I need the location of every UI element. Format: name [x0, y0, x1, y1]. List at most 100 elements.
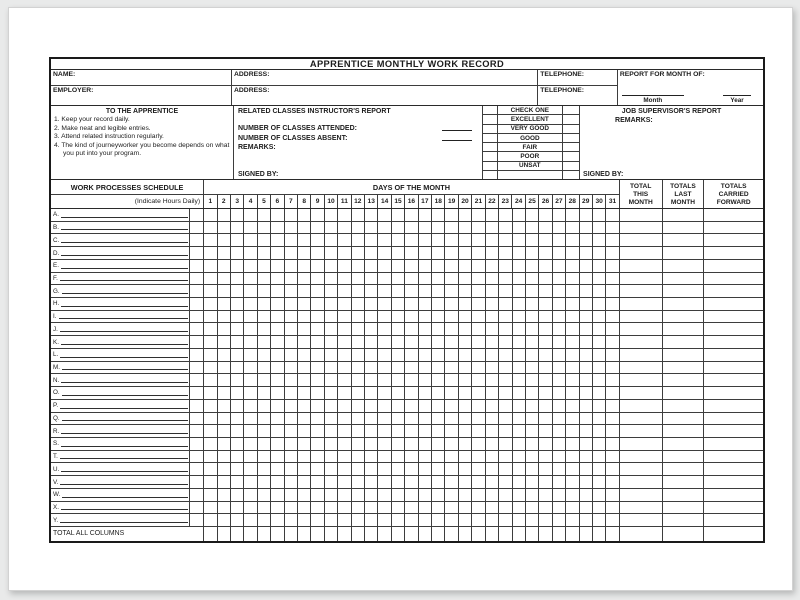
work-process-row: O. [51, 387, 763, 400]
day-cell [553, 463, 567, 476]
check-one-option: FAIR [497, 143, 563, 153]
day-cell [445, 361, 459, 374]
day-cell [325, 412, 339, 425]
day-cell [459, 310, 473, 323]
total-this-month-cell [620, 526, 663, 541]
totals-last-month-cell [663, 209, 705, 221]
day-cell [593, 425, 607, 437]
day-cell [392, 425, 406, 437]
totals-carried-forward-cell [704, 489, 763, 501]
row-letter: F. [53, 275, 58, 283]
day-cell [352, 285, 366, 298]
day-cell [231, 234, 245, 247]
day-cell [513, 259, 526, 272]
total-this-month-cell [620, 425, 663, 437]
name-employer-column: NAME: EMPLOYER: [51, 70, 232, 105]
day-cell [405, 488, 419, 501]
day-cell [218, 247, 231, 259]
write-line [61, 382, 189, 384]
day-cell [606, 285, 620, 298]
day-cell [459, 272, 473, 285]
day-cell [285, 463, 298, 476]
day-cell [472, 221, 486, 234]
day-cell [325, 425, 339, 437]
day-cell [392, 272, 406, 285]
day-cell [392, 412, 406, 425]
classes-absent-blank [441, 134, 472, 141]
work-process-label: C. [51, 234, 191, 247]
day-cell [218, 412, 231, 425]
day-cell [606, 336, 620, 348]
day-cell [298, 476, 312, 488]
day-cell [285, 526, 298, 541]
day-cell [526, 488, 540, 501]
day-cell [244, 272, 258, 285]
day-cell [499, 399, 513, 412]
day-cell [231, 323, 245, 336]
row-letter: V. [53, 478, 59, 486]
day-cell [378, 526, 392, 541]
day-cell [472, 234, 486, 247]
row-subcell [190, 501, 205, 514]
day-cell [338, 450, 352, 463]
day-cell [419, 387, 433, 399]
row-day-cells [204, 412, 620, 425]
day-cell [231, 399, 245, 412]
day-cell [606, 209, 620, 221]
day-cell [486, 488, 500, 501]
day-cell [311, 336, 325, 348]
day-cell [285, 298, 298, 310]
row-subcell [190, 463, 205, 476]
write-line [61, 242, 189, 244]
totals-carried-forward-cell [704, 311, 763, 323]
day-cell [338, 361, 352, 374]
day-cell [593, 399, 607, 412]
day-cell [204, 272, 218, 285]
work-process-row: C. [51, 234, 763, 248]
day-cell [365, 348, 379, 361]
row-subcell [190, 247, 205, 259]
day-number-label: 28 [566, 195, 580, 208]
day-cell [392, 247, 406, 259]
work-process-label: S. [51, 437, 191, 450]
day-cell [365, 437, 379, 450]
write-line [61, 394, 189, 396]
row-letter: E. [53, 262, 59, 270]
day-cell [606, 387, 620, 399]
day-cell [325, 501, 339, 514]
day-cell [405, 450, 419, 463]
day-cell [419, 514, 433, 526]
telephone-field-top: TELEPHONE: [538, 70, 617, 86]
day-number-label: 5 [258, 195, 272, 208]
day-cell [204, 209, 218, 221]
day-cell [445, 437, 459, 450]
day-cell [486, 437, 500, 450]
totals-carried-forward-cell [704, 438, 763, 450]
day-cell [352, 450, 366, 463]
day-cell [553, 374, 567, 387]
day-cell [325, 450, 339, 463]
work-process-label: R. [51, 425, 191, 437]
day-cell [472, 247, 486, 259]
day-cell [513, 526, 526, 541]
day-cell [432, 450, 446, 463]
day-cell [378, 387, 392, 399]
total-this-month-cell [620, 387, 663, 399]
day-cell [244, 387, 258, 399]
classes-attended-row: NUMBER OF CLASSES ATTENDED: [238, 124, 478, 132]
totals-last-month-cell [663, 336, 705, 348]
day-cell [244, 336, 258, 348]
day-cell [539, 437, 553, 450]
day-cell [593, 259, 607, 272]
day-cell [258, 298, 272, 310]
day-cell [499, 412, 513, 425]
totals-last-month-header: TOTALS LAST MONTH [663, 180, 705, 208]
row-letter: D. [53, 249, 60, 257]
day-cell [285, 247, 298, 259]
day-cell [392, 209, 406, 221]
day-cell [445, 514, 459, 526]
day-cell [365, 412, 379, 425]
day-cell [459, 387, 473, 399]
day-cell [486, 412, 500, 425]
day-cell [472, 463, 486, 476]
